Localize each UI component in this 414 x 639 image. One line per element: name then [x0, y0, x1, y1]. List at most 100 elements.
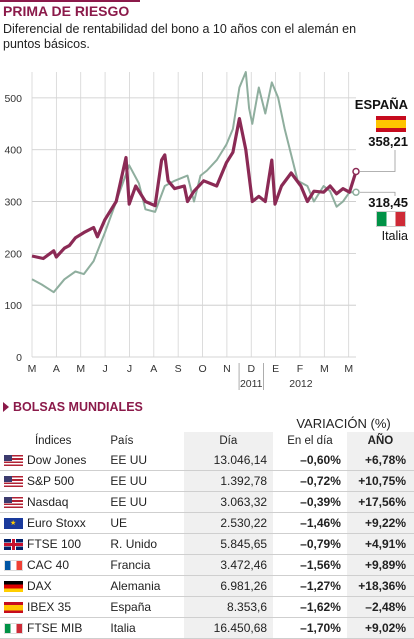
x-tick-label: D — [247, 363, 255, 375]
x-tick-label: A — [150, 363, 157, 375]
uk-flag-icon — [4, 538, 23, 550]
header-en-el-dia: En el día — [287, 435, 333, 447]
index-name: FTSE MIB — [27, 621, 83, 636]
spain-series-line — [31, 116, 358, 261]
x-tick-label: M — [28, 363, 37, 375]
country-cell: Italia — [106, 617, 184, 639]
es-flag-icon — [4, 601, 23, 613]
day-change-cell: –1,27% — [273, 575, 347, 597]
index-name: IBEX 35 — [27, 600, 72, 615]
day-change-cell: –1,46% — [273, 512, 347, 534]
index-name: S&P 500 — [27, 474, 75, 489]
day-change-cell: –0,79% — [273, 533, 347, 555]
year-change-cell: +6,78% — [346, 450, 414, 471]
day-value-cell: 16.450,68 — [183, 617, 274, 639]
x-tick-label: A — [53, 363, 60, 375]
italy-end-value: 318,45 — [368, 195, 408, 210]
country-cell: R. Unido — [106, 533, 184, 555]
day-change-cell: –1,70% — [273, 617, 347, 639]
header-ano: AÑO — [346, 432, 414, 450]
y-tick-label: 100 — [4, 300, 22, 312]
day-value-cell: 13.046,14 — [183, 450, 274, 471]
table-row: DAX Alemania 6.981,26 –1,27% +18,36% — [0, 575, 414, 597]
index-cell: S&P 500 — [0, 470, 107, 492]
italy-flag-icon — [376, 211, 406, 227]
year-change-cell: +18,36% — [346, 575, 414, 597]
spain-flag-icon — [376, 116, 406, 132]
y-tick-label: 300 — [4, 197, 22, 209]
x-tick-label: N — [223, 363, 231, 375]
x-tick-label: S — [175, 363, 182, 375]
day-change-cell: –1,56% — [273, 554, 347, 576]
fr-flag-icon — [4, 559, 23, 571]
italy-leader-line — [360, 191, 396, 196]
index-cell: IBEX 35 — [0, 596, 107, 618]
year-change-cell: +17,56% — [346, 491, 414, 513]
table-row: FTSE 100 R. Unido 5.845,65 –0,79% +4,91% — [0, 533, 414, 555]
x-tick-label: O — [198, 363, 206, 375]
day-value-cell: 1.392,78 — [183, 470, 274, 492]
country-cell: España — [106, 596, 184, 618]
index-cell: DAX — [0, 575, 107, 597]
header-dia: Día — [183, 432, 274, 450]
table-row: FTSE MIB Italia 16.450,68 –1,70% +9,02% — [0, 617, 414, 639]
chart-subtitle: Diferencial de rentabilidad del bono a 1… — [3, 22, 357, 51]
index-cell: FTSE 100 — [0, 533, 107, 555]
index-name: FTSE 100 — [27, 537, 82, 552]
country-cell: Francia — [106, 554, 184, 576]
table-body: Dow Jones EE UU 13.046,14 –0,60% +6,78% S&P 5… — [0, 450, 414, 639]
table-row: Nasdaq EE UU 3.063,32 –0,39% +17,56% — [0, 491, 414, 513]
italy-series-line — [31, 71, 356, 294]
index-cell: CAC 40 — [0, 554, 107, 576]
spain-legend-label: ESPAÑA — [354, 97, 408, 112]
year-change-cell: +10,75% — [346, 470, 414, 492]
day-value-cell: 5.845,65 — [183, 533, 274, 555]
x-tick-label: J — [127, 363, 132, 375]
eu-flag-icon — [4, 517, 23, 529]
x-tick-label: M — [76, 363, 85, 375]
us-flag-icon — [4, 475, 23, 487]
x-tick-label: E — [272, 363, 279, 375]
day-change-cell: –0,39% — [273, 491, 347, 513]
x-tick-label: M — [344, 363, 353, 375]
us-flag-icon — [4, 496, 23, 508]
x-tick-label: M — [320, 363, 329, 375]
day-value-cell: 6.981,26 — [183, 575, 274, 597]
de-flag-icon — [4, 580, 23, 592]
day-value-cell: 3.472,46 — [183, 554, 274, 576]
country-cell: Alemania — [106, 575, 184, 597]
section-title: BOLSAS MUNDIALES — [13, 400, 143, 414]
table-row: Dow Jones EE UU 13.046,14 –0,60% +6,78% — [0, 450, 414, 471]
stock-indices-table: VARIACIÓN (%) Índices País Día En el día… — [0, 414, 414, 639]
year-change-cell: +9,02% — [346, 617, 414, 639]
it-flag-icon — [4, 622, 23, 634]
table-row: S&P 500 EE UU 1.392,78 –0,72% +10,75% — [0, 470, 414, 492]
us-flag-icon — [4, 454, 23, 466]
y-tick-label: 200 — [4, 248, 22, 260]
y-tick-label: 0 — [16, 352, 22, 364]
header-indices: Índices — [34, 435, 72, 447]
index-cell: FTSE MIB — [0, 617, 107, 639]
day-value-cell: 8.353,6 — [183, 596, 274, 618]
day-value-cell: 3.063,32 — [183, 491, 274, 513]
index-name: DAX — [27, 579, 52, 594]
day-change-cell: –1,62% — [273, 596, 347, 618]
index-name: Nasdaq — [27, 495, 69, 510]
day-value-cell: 2.530,22 — [183, 512, 274, 534]
table-row: IBEX 35 España 8.353,6 –1,62% –2,48% — [0, 596, 414, 618]
country-cell: UE — [106, 512, 184, 534]
index-name: Dow Jones — [27, 453, 87, 468]
variation-header: VARIACIÓN (%) — [296, 415, 391, 431]
year-label: 2011 — [240, 378, 263, 390]
year-change-cell: +4,91% — [346, 533, 414, 555]
risk-premium-chart: 0 100 200 300 400 500 M A M J J A S O N D E F M M 2011 2012 — [4, 71, 396, 390]
country-cell: EE UU — [106, 450, 184, 471]
table-row: Euro Stoxx UE2.530,22–1,46%+9,22% — [0, 512, 414, 534]
spain-end-value: 358,21 — [368, 134, 408, 149]
spain-end-point — [352, 167, 360, 176]
day-change-cell: –0,60% — [273, 450, 347, 471]
title-rule — [0, 0, 140, 2]
index-cell: Euro Stoxx — [0, 512, 107, 534]
index-cell: Nasdaq — [0, 491, 107, 513]
index-cell: Dow Jones — [0, 450, 107, 471]
